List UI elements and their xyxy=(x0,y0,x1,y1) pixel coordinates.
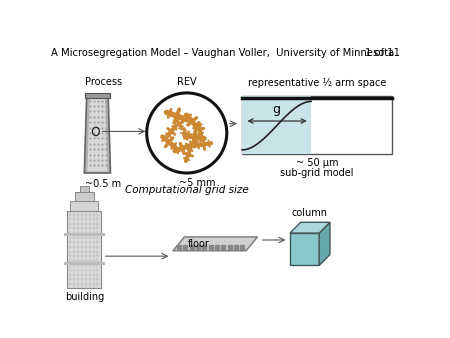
Bar xyxy=(75,192,94,201)
Text: ~0.5 m: ~0.5 m xyxy=(85,179,121,189)
Text: REV: REV xyxy=(177,77,197,87)
Bar xyxy=(242,96,311,154)
Bar xyxy=(63,262,105,265)
Text: Process: Process xyxy=(85,77,122,87)
Text: building: building xyxy=(65,292,104,303)
Bar xyxy=(68,212,101,289)
Polygon shape xyxy=(290,222,330,233)
Text: column: column xyxy=(292,209,328,218)
Text: g: g xyxy=(273,103,281,116)
Text: Computational grid size: Computational grid size xyxy=(125,185,248,195)
Bar xyxy=(85,93,110,98)
Bar xyxy=(71,201,98,212)
Text: sub-grid model: sub-grid model xyxy=(280,168,354,177)
Bar xyxy=(290,233,319,265)
Text: 1 of 11: 1 of 11 xyxy=(365,48,400,58)
Polygon shape xyxy=(87,98,108,171)
Text: floor: floor xyxy=(188,239,210,249)
Bar xyxy=(242,96,392,154)
Text: ~5 mm: ~5 mm xyxy=(179,178,216,188)
Polygon shape xyxy=(173,237,257,251)
Polygon shape xyxy=(319,222,330,265)
Text: representative ½ arm space: representative ½ arm space xyxy=(248,78,387,88)
Bar xyxy=(80,186,89,192)
Text: A Microsegregation Model – Vaughan Voller,  University of Minnesota: A Microsegregation Model – Vaughan Volle… xyxy=(51,48,395,58)
Circle shape xyxy=(147,93,227,173)
Bar xyxy=(63,233,105,236)
Polygon shape xyxy=(84,96,111,173)
Text: ~ 50 μm: ~ 50 μm xyxy=(296,158,338,168)
